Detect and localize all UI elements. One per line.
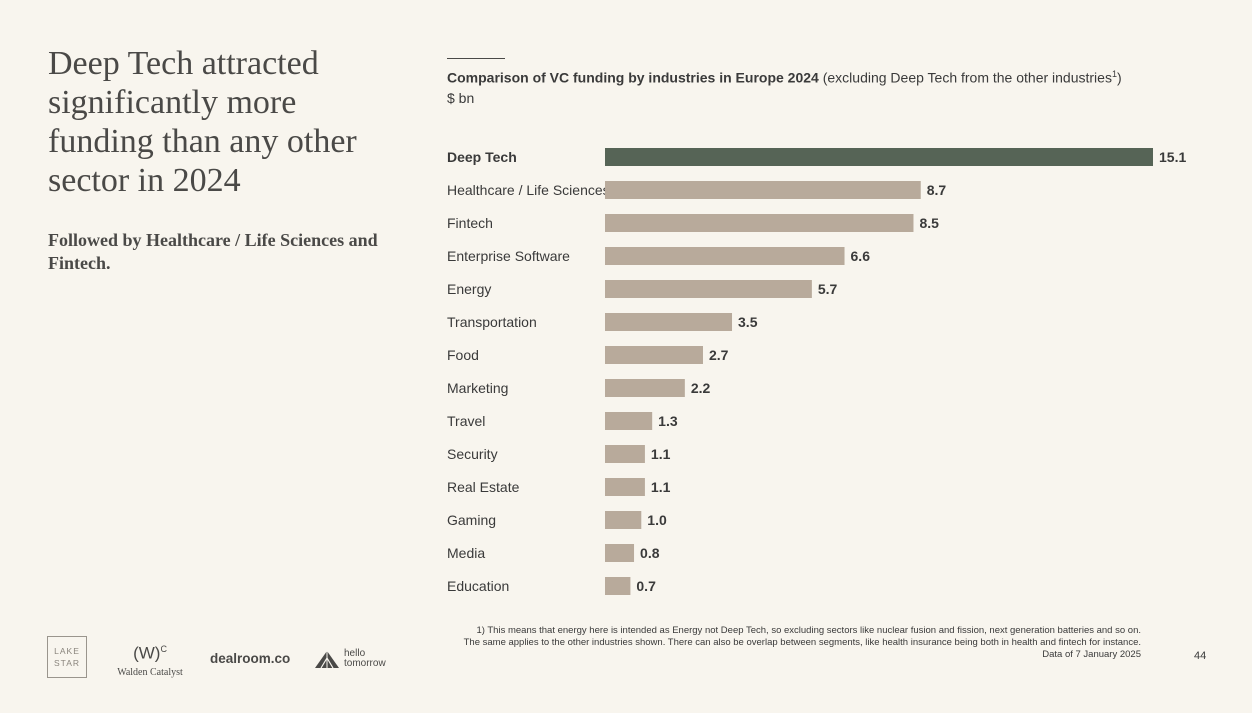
hello-logo-line1: hello [344, 648, 366, 659]
category-label: Travel [447, 413, 485, 429]
category-label: Enterprise Software [447, 248, 570, 264]
category-label: Gaming [447, 512, 496, 528]
hello-logo-line2: tomorrow [344, 658, 386, 669]
category-label: Food [447, 347, 479, 363]
value-label: 1.3 [658, 413, 678, 429]
bar [605, 280, 812, 298]
walden-catalyst-logo: (W)C Walden Catalyst [114, 639, 186, 678]
bar [605, 445, 645, 463]
value-label: 0.8 [640, 545, 660, 561]
hello-tomorrow-mountain-icon [315, 651, 339, 669]
bar [605, 313, 733, 331]
title-accent-rule [447, 58, 505, 59]
bar [605, 214, 914, 232]
category-label: Marketing [447, 380, 508, 396]
footnote-line-2: The same applies to the other industries… [463, 637, 1141, 648]
page-headline: Deep Tech attracted significantly more f… [48, 45, 357, 199]
value-label: 0.7 [636, 578, 656, 594]
bar [605, 181, 921, 199]
value-label: 6.6 [851, 248, 871, 264]
dealroom-logo: dealroom.co [210, 651, 291, 666]
chart-title: Comparison of VC funding by industries i… [447, 69, 1207, 86]
lake-star-logo-line1: LAKE [54, 646, 80, 656]
category-label: Education [447, 578, 509, 594]
footnote-data-date: Data of 7 January 2025 [1042, 649, 1141, 660]
chart-title-note: (excluding Deep Tech from the other indu… [822, 69, 1112, 86]
value-label: 2.7 [709, 347, 729, 363]
lake-star-logo: LAKE STAR [47, 636, 87, 678]
category-label: Transportation [447, 314, 537, 330]
value-label: 5.7 [818, 281, 838, 297]
value-label: 8.7 [927, 182, 947, 198]
bar [605, 478, 645, 496]
chart-title-close: ) [1116, 69, 1122, 86]
bar [605, 346, 703, 364]
walden-logo-mark: (W) [133, 643, 161, 663]
bar [605, 148, 1153, 166]
category-label: Fintech [447, 215, 493, 231]
bar [605, 247, 845, 265]
hello-tomorrow-logo: hello tomorrow [314, 649, 386, 669]
value-label: 8.5 [919, 215, 939, 231]
value-label: 1.1 [651, 479, 671, 495]
chart-title-main: Comparison of VC funding by industries i… [447, 69, 819, 86]
category-label: Deep Tech [447, 149, 517, 165]
value-label: 2.2 [691, 380, 711, 396]
category-label: Energy [447, 281, 491, 297]
bar [605, 511, 642, 529]
walden-logo-name: Walden Catalyst [117, 666, 183, 678]
value-label: 15.1 [1159, 149, 1186, 165]
category-label: Security [447, 446, 498, 462]
chart-title-footnote-ref: 1 [1111, 69, 1117, 79]
value-label: 1.0 [647, 512, 667, 528]
footnote: 1) This means that energy here is intend… [464, 625, 1141, 661]
page-number: 44 [1194, 650, 1207, 662]
bar [605, 412, 653, 430]
bar [605, 544, 635, 562]
footnote-line-1: 1) This means that energy here is intend… [476, 625, 1141, 636]
category-label: Healthcare / Life Sciences [447, 182, 610, 198]
page-subheadline: Followed by Healthcare / Life Sciences a… [48, 230, 378, 273]
value-label: 1.1 [651, 446, 671, 462]
category-label: Real Estate [447, 479, 520, 495]
walden-logo-sup: C [160, 644, 167, 654]
value-label: 3.5 [738, 314, 758, 330]
category-label: Media [447, 545, 485, 561]
bar [605, 577, 631, 595]
lake-star-logo-line2: STAR [53, 658, 81, 668]
chart-unit: $ bn [447, 90, 475, 106]
bar [605, 379, 685, 397]
